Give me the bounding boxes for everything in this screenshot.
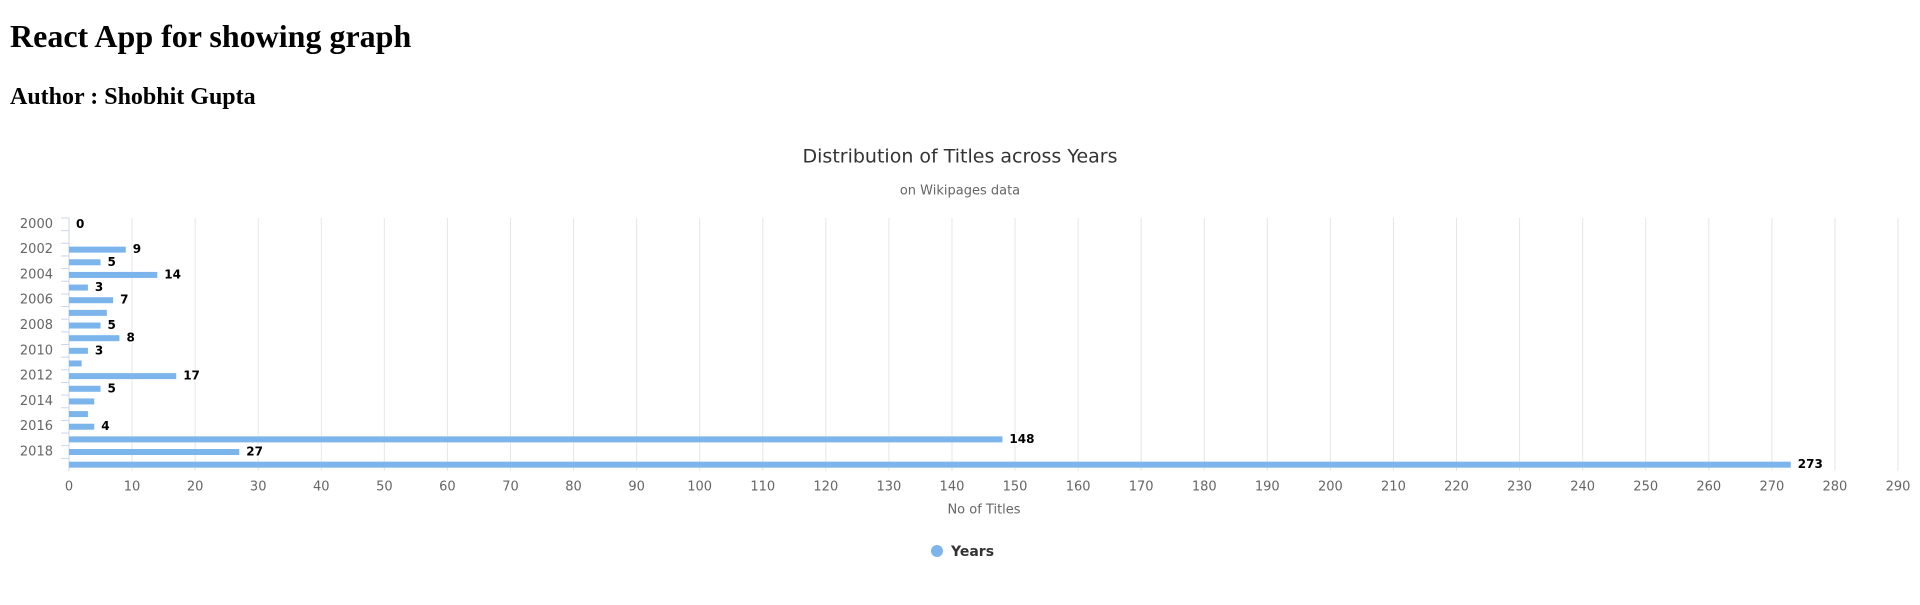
data-label: 5 xyxy=(108,318,116,332)
x-tick-label: 100 xyxy=(687,480,712,495)
y-tick-label: 2006 xyxy=(20,293,53,308)
y-tick-label: 2008 xyxy=(20,318,53,333)
x-tick-label: 270 xyxy=(1759,480,1784,495)
y-tick-label: 2018 xyxy=(20,445,53,460)
x-tick-label: 90 xyxy=(628,480,645,495)
data-label: 3 xyxy=(95,343,103,357)
bar xyxy=(69,284,88,291)
x-tick-label: 200 xyxy=(1318,480,1343,495)
x-tick-label: 210 xyxy=(1381,480,1406,495)
legend-label: Years xyxy=(950,544,994,560)
y-tick-label: 2002 xyxy=(20,242,53,257)
data-label: 7 xyxy=(120,293,128,307)
data-label: 8 xyxy=(126,331,134,345)
x-tick-label: 180 xyxy=(1192,480,1217,495)
data-label: 148 xyxy=(1009,432,1034,446)
bar xyxy=(69,246,126,253)
data-label: 273 xyxy=(1798,457,1823,471)
x-tick-label: 140 xyxy=(940,480,965,495)
bar xyxy=(69,385,101,392)
bar xyxy=(69,271,158,278)
x-tick-label: 30 xyxy=(250,480,267,495)
x-tick-label: 260 xyxy=(1696,480,1721,495)
x-tick-label: 150 xyxy=(1003,480,1028,495)
x-tick-label: 160 xyxy=(1066,480,1091,495)
bar xyxy=(69,347,88,354)
y-tick-label: 2010 xyxy=(20,343,53,358)
x-tick-label: 80 xyxy=(565,480,582,495)
x-tick-label: 20 xyxy=(187,480,204,495)
x-tick-label: 220 xyxy=(1444,480,1469,495)
x-tick-label: 40 xyxy=(313,480,330,495)
bar xyxy=(69,373,177,380)
data-label: 27 xyxy=(246,445,263,459)
x-axis-title: No of Titles xyxy=(947,503,1020,518)
x-tick-label: 290 xyxy=(1886,480,1911,495)
legend-symbol xyxy=(931,545,943,557)
bar xyxy=(69,297,114,304)
bar xyxy=(69,411,88,418)
x-tick-label: 250 xyxy=(1633,480,1658,495)
bar xyxy=(69,360,82,367)
y-tick-label: 2012 xyxy=(20,369,53,384)
data-label: 5 xyxy=(108,381,116,395)
bar xyxy=(69,449,240,456)
data-label: 0 xyxy=(76,217,84,231)
chart-title: Distribution of Titles across Years xyxy=(803,146,1118,168)
x-tick-label: 50 xyxy=(376,480,393,495)
y-tick-label: 2016 xyxy=(20,419,53,434)
bar xyxy=(69,423,95,430)
bar xyxy=(69,259,101,266)
data-label: 14 xyxy=(164,267,181,281)
chart-subtitle: on Wikipages data xyxy=(900,184,1020,199)
bar xyxy=(69,436,1003,443)
bar xyxy=(69,335,120,342)
x-tick-label: 190 xyxy=(1255,480,1280,495)
bar xyxy=(69,461,1791,468)
data-label: 3 xyxy=(95,280,103,294)
data-label: 5 xyxy=(108,255,116,269)
data-label: 9 xyxy=(133,242,141,256)
x-tick-label: 60 xyxy=(439,480,456,495)
page-title: React App for showing graph xyxy=(10,18,412,54)
x-tick-label: 130 xyxy=(876,480,901,495)
x-tick-label: 280 xyxy=(1823,480,1848,495)
x-tick-label: 230 xyxy=(1507,480,1532,495)
x-tick-label: 70 xyxy=(502,480,519,495)
x-tick-label: 170 xyxy=(1129,480,1154,495)
data-label: 4 xyxy=(101,419,109,433)
y-tick-label: 2014 xyxy=(20,394,53,409)
bar xyxy=(69,398,95,405)
x-tick-label: 0 xyxy=(65,480,73,495)
data-label: 17 xyxy=(183,369,200,383)
author: Author : Shobhit Gupta xyxy=(10,84,256,110)
bar xyxy=(69,322,101,329)
x-tick-label: 110 xyxy=(750,480,775,495)
x-tick-label: 10 xyxy=(124,480,141,495)
y-tick-label: 2000 xyxy=(20,217,53,232)
y-tick-label: 2004 xyxy=(20,267,53,282)
x-tick-label: 120 xyxy=(813,480,838,495)
x-tick-label: 240 xyxy=(1570,480,1595,495)
bar xyxy=(69,309,107,316)
